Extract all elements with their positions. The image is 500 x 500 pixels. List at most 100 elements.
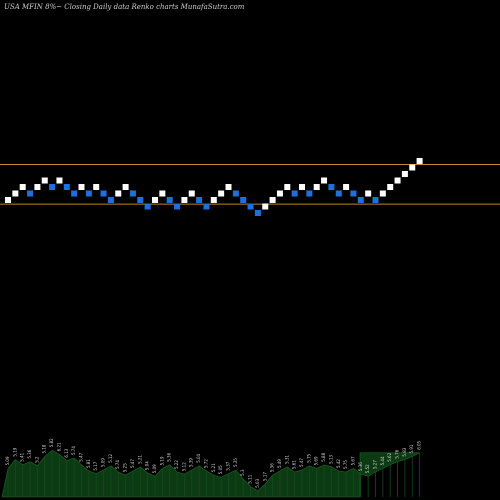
volume-label-19: 5.21 — [137, 454, 142, 463]
volume-label-33: 5.3 — [240, 469, 245, 476]
renko-brick-51 — [372, 197, 379, 203]
volume-label-50: 5.52 — [365, 464, 370, 473]
renko-brick-26 — [188, 190, 195, 197]
volume-label-53: 5.62 — [387, 452, 392, 461]
renko-brick-14 — [100, 190, 107, 197]
volume-labels: 5.095.195.41 5.365.25.185.82 6.216.13 5.745… — [5, 438, 422, 488]
volume-label-4: 5.36 — [27, 449, 32, 458]
volume-label-11: 5.47 — [79, 452, 84, 461]
volume-label-40: 5.61 — [292, 460, 297, 469]
renko-brick-42 — [306, 190, 313, 197]
volume-label-51: 5.27 — [373, 460, 378, 469]
renko-brick-21 — [152, 197, 158, 203]
volume-label-31: 5.37 — [226, 461, 231, 470]
volume-label-39: 5.31 — [284, 454, 289, 463]
volume-label-16: 5.74 — [115, 460, 120, 469]
renko-brick-36 — [262, 203, 269, 210]
renko-brick-45 — [328, 184, 335, 190]
renko-brick-52 — [379, 190, 386, 197]
volume-label-38: 5.49 — [277, 459, 282, 468]
renko-brick-34 — [247, 203, 254, 210]
renko-brick-28 — [203, 203, 210, 210]
volume-label-46: 5.42 — [336, 459, 341, 468]
renko-brick-24 — [174, 203, 181, 210]
volume-label-35: 5.03 — [255, 478, 260, 487]
renko-brick-44 — [321, 177, 328, 184]
renko-brick-38 — [276, 190, 283, 197]
renko-brick-4 — [27, 190, 34, 197]
volume-label-42: 5.75 — [306, 453, 311, 462]
renko-brick-46 — [335, 190, 342, 197]
volume-label-47: 5.75 — [343, 460, 348, 469]
renko-brick-55 — [401, 171, 408, 177]
renko-brick-56 — [409, 164, 416, 171]
renko-brick-32 — [232, 190, 239, 197]
renko-bricks — [5, 158, 423, 216]
renko-brick-30 — [218, 190, 225, 197]
volume-label-54: 5.76 — [395, 449, 400, 458]
renko-brick-5 — [34, 184, 41, 190]
volume-label-10: 5.74 — [71, 446, 76, 455]
renko-brick-3 — [19, 184, 26, 190]
volume-label-45: 5.13 — [328, 454, 333, 463]
renko-brick-25 — [181, 197, 188, 203]
volume-label-28: 5.72 — [203, 459, 208, 468]
renko-brick-6 — [41, 177, 48, 184]
renko-brick-12 — [85, 190, 92, 197]
renko-brick-9 — [63, 184, 70, 190]
renko-brick-2 — [12, 190, 19, 197]
renko-brick-31 — [225, 184, 232, 190]
volume-label-32: 5.35 — [233, 458, 238, 467]
renko-brick-23 — [166, 197, 173, 203]
renko-brick-57 — [416, 158, 423, 164]
volume-label-20: 5.04 — [145, 461, 150, 470]
volume-label-23: 5.36 — [167, 452, 172, 461]
volume-label-37: 5.36 — [270, 463, 275, 472]
renko-brick-10 — [71, 190, 78, 197]
volume-label-21: 5.09 — [152, 464, 157, 473]
volume-label-25: 5.12 — [181, 462, 186, 471]
volume-label-34: 5.11 — [248, 474, 253, 483]
volume-label-26: 5.39 — [189, 458, 194, 467]
volume-label-24: 5.22 — [174, 460, 179, 469]
renko-brick-37 — [269, 197, 276, 203]
volume-label-8: 6.21 — [56, 442, 61, 451]
renko-brick-16 — [115, 190, 122, 197]
volume-label-1: 5.09 — [5, 456, 10, 465]
renko-brick-7 — [49, 184, 56, 190]
renko-brick-50 — [365, 190, 372, 197]
renko-brick-40 — [291, 190, 298, 197]
renko-brick-27 — [196, 197, 203, 203]
renko-brick-15 — [107, 197, 114, 203]
volume-label-29: 5.21 — [211, 463, 216, 472]
volume-label-56: 5.91 — [409, 444, 414, 453]
volume-label-48: 5.67 — [350, 456, 355, 465]
renko-brick-17 — [122, 184, 129, 190]
volume-label-5: 5.2 — [34, 456, 39, 463]
volume-label-15: 5.12 — [108, 453, 113, 462]
volume-label-13: 5.17 — [93, 461, 98, 470]
renko-brick-1 — [5, 197, 11, 203]
volume-panel — [1, 449, 421, 498]
volume-label-41: 5.47 — [299, 458, 304, 467]
volume-label-6: 5.18 — [42, 444, 47, 453]
volume-label-3: 5.41 — [20, 452, 25, 461]
renko-brick-39 — [284, 184, 291, 190]
renko-brick-33 — [240, 197, 247, 203]
renko-brick-35 — [254, 210, 261, 216]
volume-label-44: 5.88 — [321, 452, 326, 461]
renko-brick-43 — [313, 184, 320, 190]
volume-label-30: 5.05 — [218, 465, 223, 474]
renko-brick-48 — [350, 190, 357, 197]
renko-brick-29 — [210, 197, 217, 203]
renko-brick-41 — [299, 184, 305, 190]
volume-label-36: 5.17 — [262, 472, 267, 481]
renko-brick-53 — [387, 184, 394, 190]
volume-label-49: 5.36 — [358, 462, 363, 471]
renko-brick-22 — [159, 190, 166, 197]
volume-label-7: 5.82 — [49, 438, 54, 447]
renko-brick-13 — [93, 184, 100, 190]
renko-brick-18 — [129, 190, 136, 197]
volume-label-52: 5.44 — [380, 456, 385, 465]
